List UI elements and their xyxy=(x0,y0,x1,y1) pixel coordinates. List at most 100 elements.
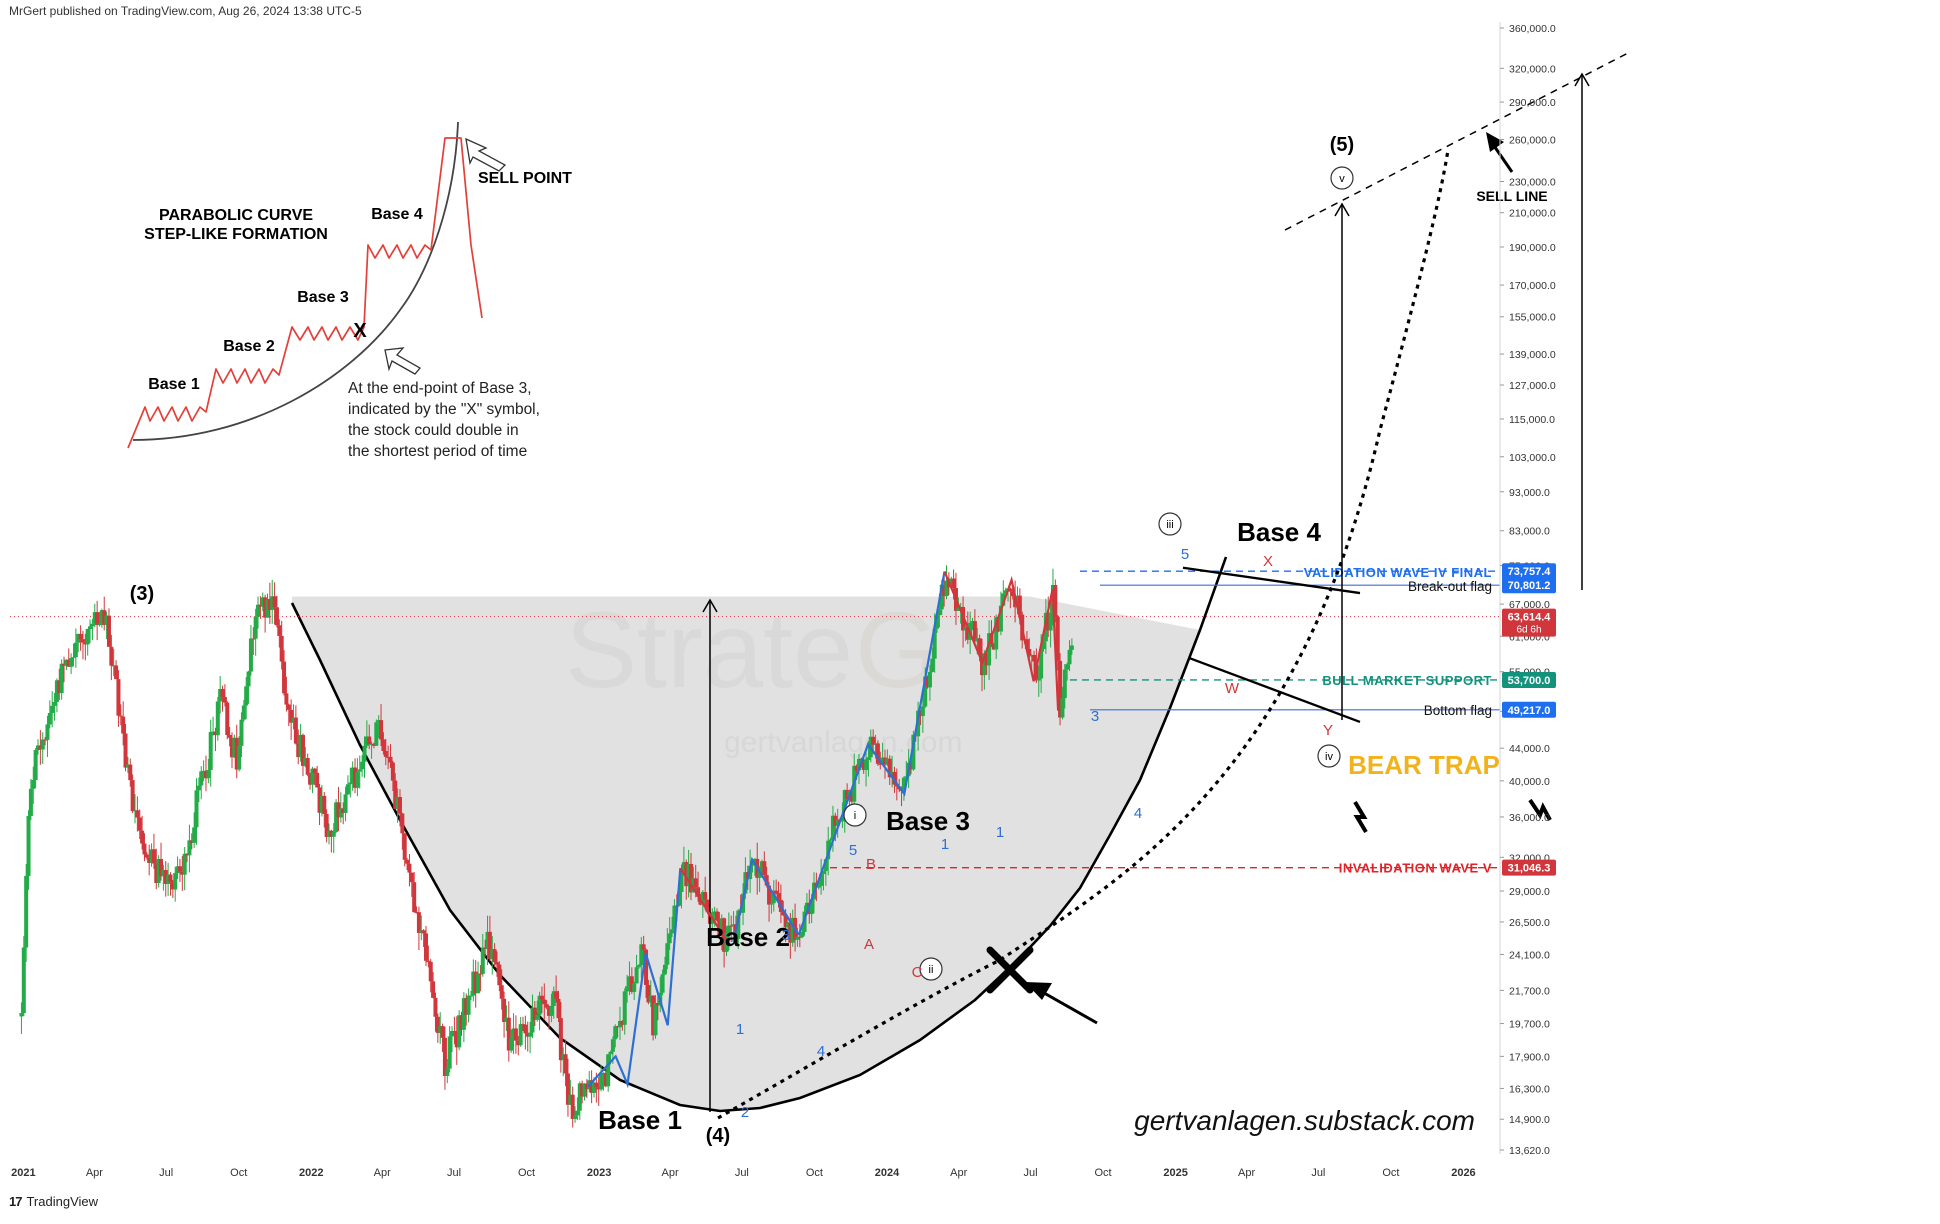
candle-body xyxy=(125,764,130,768)
candle-body xyxy=(102,610,107,625)
candle-body xyxy=(353,767,358,788)
candle-body xyxy=(272,596,277,608)
candle-body xyxy=(220,689,225,698)
inset-base-label: Base 3 xyxy=(297,289,349,306)
time-tick-label: Apr xyxy=(1238,1167,1255,1179)
candle-body xyxy=(513,1028,518,1041)
candle-body xyxy=(1048,612,1053,631)
candle-body xyxy=(700,892,705,905)
candle-body xyxy=(480,947,485,974)
candle-body xyxy=(336,802,341,818)
breakout-label: Break-out flag xyxy=(1408,579,1492,594)
price-axis-tag-label: 53,700.0 xyxy=(1508,675,1551,687)
candle-body xyxy=(949,578,954,588)
candle-body xyxy=(795,936,800,940)
invalidation-label: INVALIDATION WAVE V xyxy=(1339,861,1492,876)
candle-body xyxy=(177,866,182,872)
candle-body xyxy=(265,599,270,618)
red-wave-letter: A xyxy=(864,936,874,953)
red-wave-letter: W xyxy=(1225,680,1240,697)
price-tick-label: 320,000.0 xyxy=(1509,63,1556,75)
candle-body xyxy=(551,991,556,1006)
candle-body xyxy=(930,658,935,672)
candle-body xyxy=(464,998,469,1015)
candle-body xyxy=(90,623,95,627)
candle-body xyxy=(341,808,346,813)
price-tick-label: 29,000.0 xyxy=(1509,886,1550,898)
candle-body xyxy=(435,1016,440,1033)
inset-parabola-curve xyxy=(132,121,459,441)
candle-body xyxy=(724,933,729,952)
wave-5-label: (5) xyxy=(1330,134,1354,156)
candle-body xyxy=(890,771,895,778)
candle-body xyxy=(187,840,192,856)
candle-body xyxy=(331,831,336,837)
candle-body xyxy=(109,646,114,666)
price-tick-label: 13,620.0 xyxy=(1509,1145,1550,1157)
time-tick-label: Oct xyxy=(1094,1167,1111,1179)
candle-body xyxy=(397,796,402,814)
price-axis-tag xyxy=(1502,701,1556,718)
candle-body xyxy=(239,719,244,746)
tradingview-footer[interactable]: 17 TradingView xyxy=(9,1194,98,1209)
candle-body xyxy=(388,756,393,763)
candle-body xyxy=(69,658,74,667)
candle-body xyxy=(50,705,55,714)
roman-wave-label: i xyxy=(854,810,856,822)
candle-body xyxy=(111,665,116,667)
candle-body xyxy=(438,1026,443,1033)
base-1-label: Base 1 xyxy=(598,1105,682,1135)
candle-body xyxy=(379,720,384,740)
candle-body xyxy=(263,597,268,618)
candle-body xyxy=(35,745,40,750)
parabolic-bowl-curve xyxy=(290,556,1228,1113)
candle-body xyxy=(750,862,755,866)
candle-body xyxy=(937,609,942,616)
candle-body xyxy=(736,910,741,939)
candle-body xyxy=(788,922,793,943)
candle-body xyxy=(343,794,348,813)
candle-body xyxy=(826,840,831,860)
time-tick-label: Apr xyxy=(662,1167,679,1179)
candle-body xyxy=(558,1018,563,1061)
candle-body xyxy=(163,869,168,884)
candle-body xyxy=(291,717,296,723)
candle-body xyxy=(298,734,303,758)
candle-body xyxy=(350,767,355,783)
candle-body xyxy=(256,604,261,617)
candle-body xyxy=(121,716,126,734)
candle-body xyxy=(395,796,400,809)
candle-body xyxy=(563,1054,568,1074)
candle-body xyxy=(731,924,736,927)
candle-body xyxy=(729,925,734,927)
roman-wave-circle xyxy=(1317,744,1341,768)
candle-body xyxy=(816,885,821,888)
blue-wave-number: 1 xyxy=(941,836,949,853)
candle-body xyxy=(516,1040,521,1046)
price-tick-label: 17,900.0 xyxy=(1509,1051,1550,1063)
candle-body xyxy=(85,628,90,645)
candle-body xyxy=(26,815,31,876)
candle-body xyxy=(994,617,999,650)
candle-body xyxy=(237,745,242,770)
candle-body xyxy=(544,1004,549,1008)
candle-body xyxy=(627,976,632,987)
candle-body xyxy=(885,758,890,765)
candle-body xyxy=(118,715,123,717)
candle-body xyxy=(785,922,790,928)
candle-body xyxy=(622,991,627,1025)
candle-body xyxy=(615,1026,620,1028)
candle-body xyxy=(1058,660,1063,718)
candle-body xyxy=(783,915,788,928)
candle-body xyxy=(1008,588,1013,592)
candle-body xyxy=(672,905,677,930)
candle-body xyxy=(232,737,237,758)
candle-body xyxy=(497,964,502,986)
candle-body xyxy=(596,1087,601,1090)
candle-body xyxy=(104,615,109,625)
inset-base-label: Base 4 xyxy=(371,206,423,223)
candle-body xyxy=(182,853,187,875)
roman-wave-circle xyxy=(1330,166,1354,190)
candle-body xyxy=(1024,639,1029,649)
